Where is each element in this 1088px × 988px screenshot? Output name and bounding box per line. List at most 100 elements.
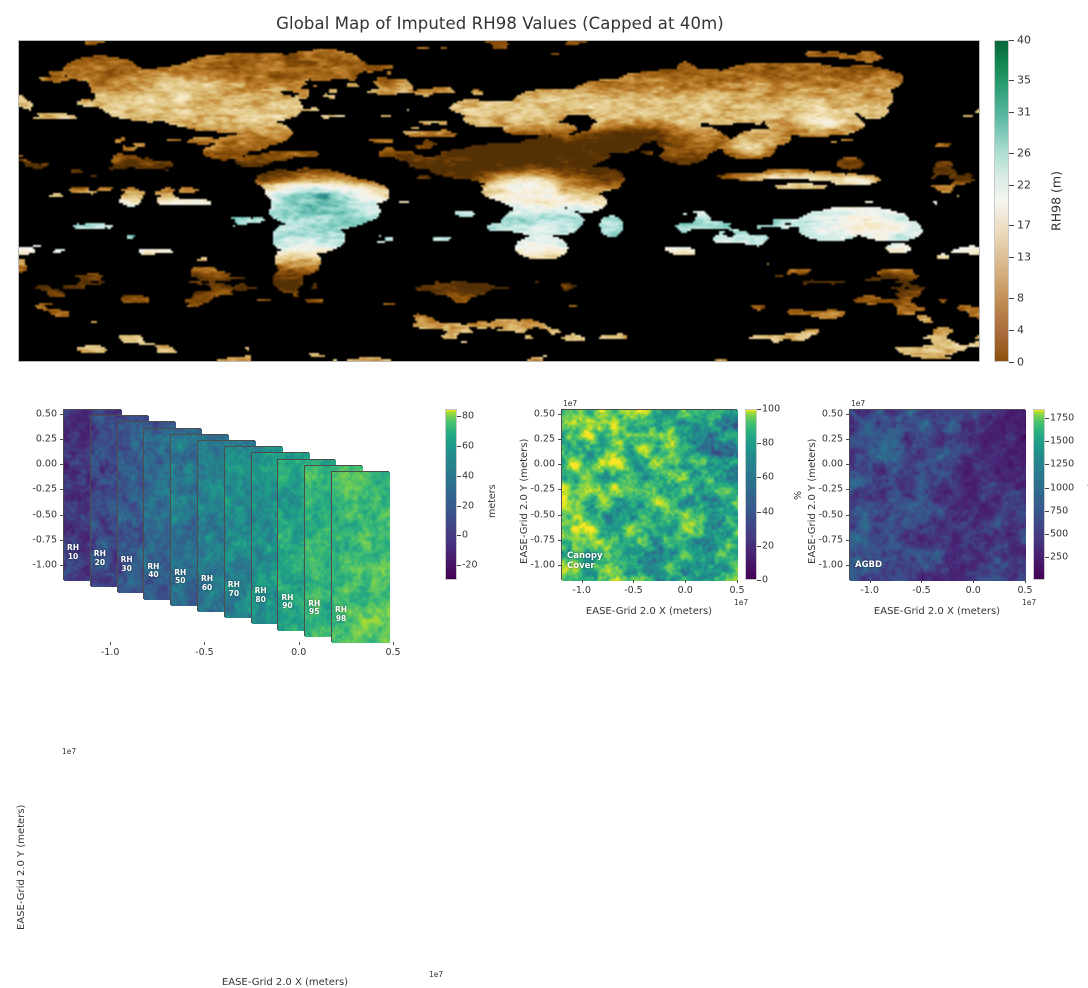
x-ticklabel: -1.0 (572, 585, 591, 596)
rh-stack-layer-label: RH 20 (93, 549, 106, 567)
colorbar-tickmark (757, 443, 761, 445)
colorbar-tickmark (457, 505, 461, 507)
y-ticklabel: -0.75 (530, 534, 555, 546)
rh-stack-layer-label: RH 80 (254, 586, 267, 604)
rh98-tick-label: 35 (1017, 73, 1031, 87)
rh98-tick-label: 17 (1017, 218, 1031, 232)
rh98-tick (1009, 112, 1014, 114)
rh-stack-x-ticklabel: 0.5 (385, 647, 401, 658)
rh-stack-x-ticklabel: 0.0 (291, 647, 307, 658)
canopy-cover-colorbar-gradient (745, 409, 757, 580)
rh-stack-y-ticklabel: -0.50 (32, 509, 57, 521)
global-rh98-map (18, 40, 980, 362)
colorbar-ticklabel: 20 (762, 540, 775, 552)
colorbar-ticklabel: 60 (462, 440, 475, 452)
canopy-cover-panel: Canopy Cover 0.50 0.25 0.00 -0.25 -0.50 -0.75… (505, 370, 805, 632)
rh-stack-layer-label: RH 98 (335, 605, 348, 623)
rh-stack-x-exponent: 1e7 (429, 970, 444, 979)
rh98-tick (1009, 40, 1014, 41)
rh98-tick (1009, 184, 1014, 186)
figure-canvas: Global Map of Imputed RH98 Values (Cappe… (0, 14, 1088, 988)
rh-stack-layer-label: RH 30 (120, 555, 133, 573)
rh-stack-layer-label: RH 50 (174, 567, 187, 586)
y-tickmark (846, 414, 849, 416)
rh-stack-y-ticklabel: -1.00 (32, 559, 57, 571)
rh-metric-stack-panel: RH 10 RH 20 RH 30 RH 40 RH 50 RH 60 RH 70 RH 80… (0, 370, 498, 988)
rh98-colorbar-gradient (994, 40, 1009, 362)
rh-stack-layer-label: RH 60 (201, 574, 214, 592)
rh98-colorbar: 0 4 8 13 17 22 26 31 35 40 RH98 (m) (994, 34, 1088, 369)
y-ticklabel: 0.50 (533, 408, 555, 420)
colorbar-ticklabel: 80 (762, 437, 775, 449)
rh-stack-y-ticklabel: 0.00 (35, 458, 57, 470)
rh98-tick-label: 4 (1017, 323, 1024, 337)
colorbar-ticklabel: 1750 (1050, 412, 1075, 424)
colorbar-tickmark (757, 409, 761, 410)
rh-stack-xlabel: EASE-Grid 2.0 X (meters) (221, 977, 349, 988)
rh-stack-y-tickmark (60, 489, 63, 491)
y-tickmark (558, 564, 561, 566)
y-ticklabel: -1.00 (818, 559, 843, 571)
rh-stack-y-ticklabel: -0.75 (32, 534, 57, 546)
y-tickmark (558, 464, 561, 466)
agbd-axes (849, 409, 1026, 581)
y-ticklabel: -0.25 (530, 483, 555, 495)
colorbar-ticklabel: 500 (1050, 528, 1069, 540)
colorbar-tickmark (457, 565, 461, 567)
rh-stack-x-tickmark (110, 642, 112, 645)
rh-stack-y-ticklabel: 0.25 (35, 433, 57, 445)
y-tickmark (558, 539, 561, 541)
y-ticklabel: 0.00 (533, 458, 555, 470)
colorbar-ticklabel: 1500 (1050, 435, 1075, 447)
colorbar-ticklabel: 750 (1050, 505, 1069, 517)
agbd-xlabel: EASE-Grid 2.0 X (meters) (873, 606, 1001, 617)
y-tickmark (558, 514, 561, 516)
rh98-tick-label: 40 (1017, 33, 1031, 47)
rh-stack-layer-label: RH 40 (147, 561, 160, 580)
colorbar-ticklabel: 1000 (1050, 482, 1075, 494)
agbd-y-exponent: 1e7 (851, 399, 866, 408)
y-tickmark (558, 489, 561, 491)
y-ticklabel: -0.50 (530, 509, 555, 521)
y-tickmark (846, 514, 849, 516)
y-tickmark (846, 439, 849, 441)
rh-stack-y-tickmark (60, 464, 63, 466)
y-tickmark (558, 439, 561, 441)
agbd-x-exponent: 1e7 (1022, 598, 1037, 607)
colorbar-ticklabel: 40 (762, 506, 775, 518)
rh-stack-x-tickmark (298, 642, 300, 645)
rh98-tick-label: 26 (1017, 146, 1031, 160)
agbd-colorbar-gradient (1033, 409, 1045, 580)
y-ticklabel: -0.25 (818, 483, 843, 495)
agbd-panel: AGBD 0.50 0.25 0.00 -0.25 -0.50 -0.75 -1.00 -1… (793, 370, 1088, 632)
colorbar-ticklabel: 20 (462, 500, 475, 512)
rh-stack-x-tickmark (393, 642, 394, 645)
colorbar-ticklabel: 1250 (1050, 458, 1075, 470)
x-tickmark (633, 580, 635, 583)
rh-stack-ylabel: EASE-Grid 2.0 Y (meters) (16, 804, 27, 930)
agbd-tag: AGBD (855, 560, 883, 570)
y-tickmark (846, 564, 849, 566)
colorbar-tickmark (457, 446, 461, 448)
canopy-cover-x-exponent: 1e7 (734, 598, 749, 607)
x-tickmark (581, 580, 583, 583)
x-ticklabel: 0.5 (729, 585, 745, 596)
global-map-raster (19, 41, 979, 361)
colorbar-ticklabel: 40 (462, 470, 475, 482)
y-tickmark (846, 489, 849, 491)
y-ticklabel: -0.50 (818, 509, 843, 521)
colorbar-tickmark (1045, 487, 1049, 489)
rh-stack-layer-label: RH 90 (281, 592, 294, 611)
rh-stack-layer-label: RH 10 (67, 543, 80, 561)
rh-stack-y-tickmark (60, 439, 63, 441)
rh98-tick-label: 8 (1017, 291, 1024, 305)
colorbar-tickmark (1045, 418, 1049, 420)
rh98-tick-label: 22 (1017, 178, 1031, 192)
rh98-tick (1009, 152, 1014, 154)
rh-stack-layer-label: RH 95 (308, 598, 321, 617)
rh98-tick-label: 0 (1017, 355, 1024, 369)
rh98-tick-label: 31 (1017, 105, 1031, 119)
x-tickmark (685, 580, 687, 583)
y-ticklabel: 0.00 (821, 458, 843, 470)
page-title: Global Map of Imputed RH98 Values (Cappe… (276, 14, 724, 33)
